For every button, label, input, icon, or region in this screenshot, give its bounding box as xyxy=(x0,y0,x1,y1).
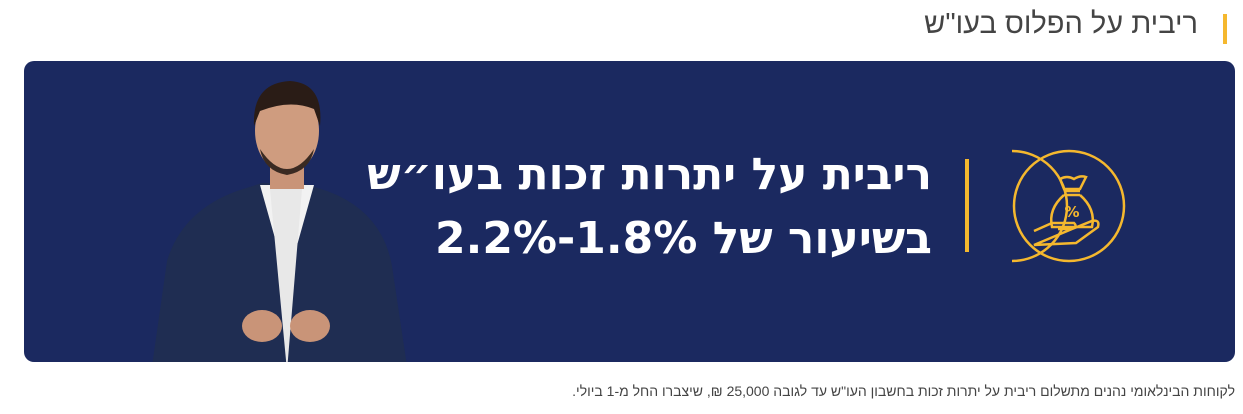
banner-headline: ריבית על יתרות זכות בעו״ש בשיעור של 1.8%… xyxy=(367,143,932,271)
person-image xyxy=(152,81,407,362)
headline-line-2: בשיעור של 1.8%-2.2% xyxy=(434,213,932,264)
footnote-text: לקוחות הבינלאומי נהנים מתשלום ריבית על י… xyxy=(572,383,1235,399)
banner-divider xyxy=(965,159,969,252)
title-accent-bar xyxy=(1223,14,1227,44)
promo-banner: ריבית על יתרות זכות בעו״ש בשיעור של 1.8%… xyxy=(24,61,1235,362)
money-bag-percent-hand-icon: % xyxy=(1012,149,1126,263)
page-title: ריבית על הפלוס בעו"ש xyxy=(924,8,1198,40)
svg-text:%: % xyxy=(1064,203,1079,221)
headline-line-1: ריבית על יתרות זכות בעו״ש xyxy=(367,149,932,200)
